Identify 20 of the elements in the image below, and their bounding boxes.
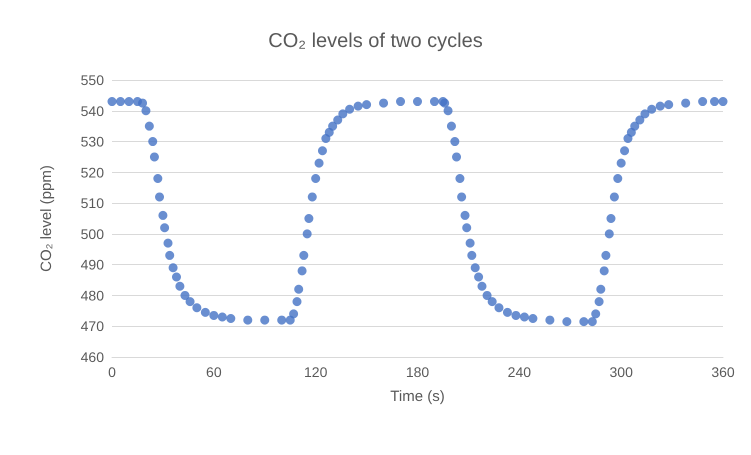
x-tick-label: 0	[108, 364, 116, 380]
x-tick-label: 240	[508, 364, 532, 380]
y-tick-label: 470	[80, 318, 104, 334]
y-tick-label: 520	[80, 164, 104, 180]
x-tick-label: 60	[206, 364, 222, 380]
y-tick-label: 500	[80, 226, 104, 242]
y-axis-title: CO₂ level (ppm)	[38, 165, 55, 272]
chart-title: CO₂ levels of two cycles	[268, 30, 483, 52]
y-tick-label: 540	[80, 102, 104, 119]
y-tick-label: 510	[80, 195, 104, 212]
y-tick-label: 460	[80, 349, 104, 365]
x-tick-label: 300	[609, 364, 634, 380]
x-axis-title: Time (s)	[390, 388, 445, 405]
y-tick-label: 480	[80, 287, 104, 304]
x-tick-label: 360	[711, 364, 735, 380]
y-tick-label: 530	[80, 134, 104, 150]
x-tick-label: 120	[304, 364, 328, 380]
y-tick-label: 550	[80, 72, 104, 88]
x-tick-label: 180	[406, 364, 430, 380]
y-tick-label: 490	[80, 256, 104, 273]
